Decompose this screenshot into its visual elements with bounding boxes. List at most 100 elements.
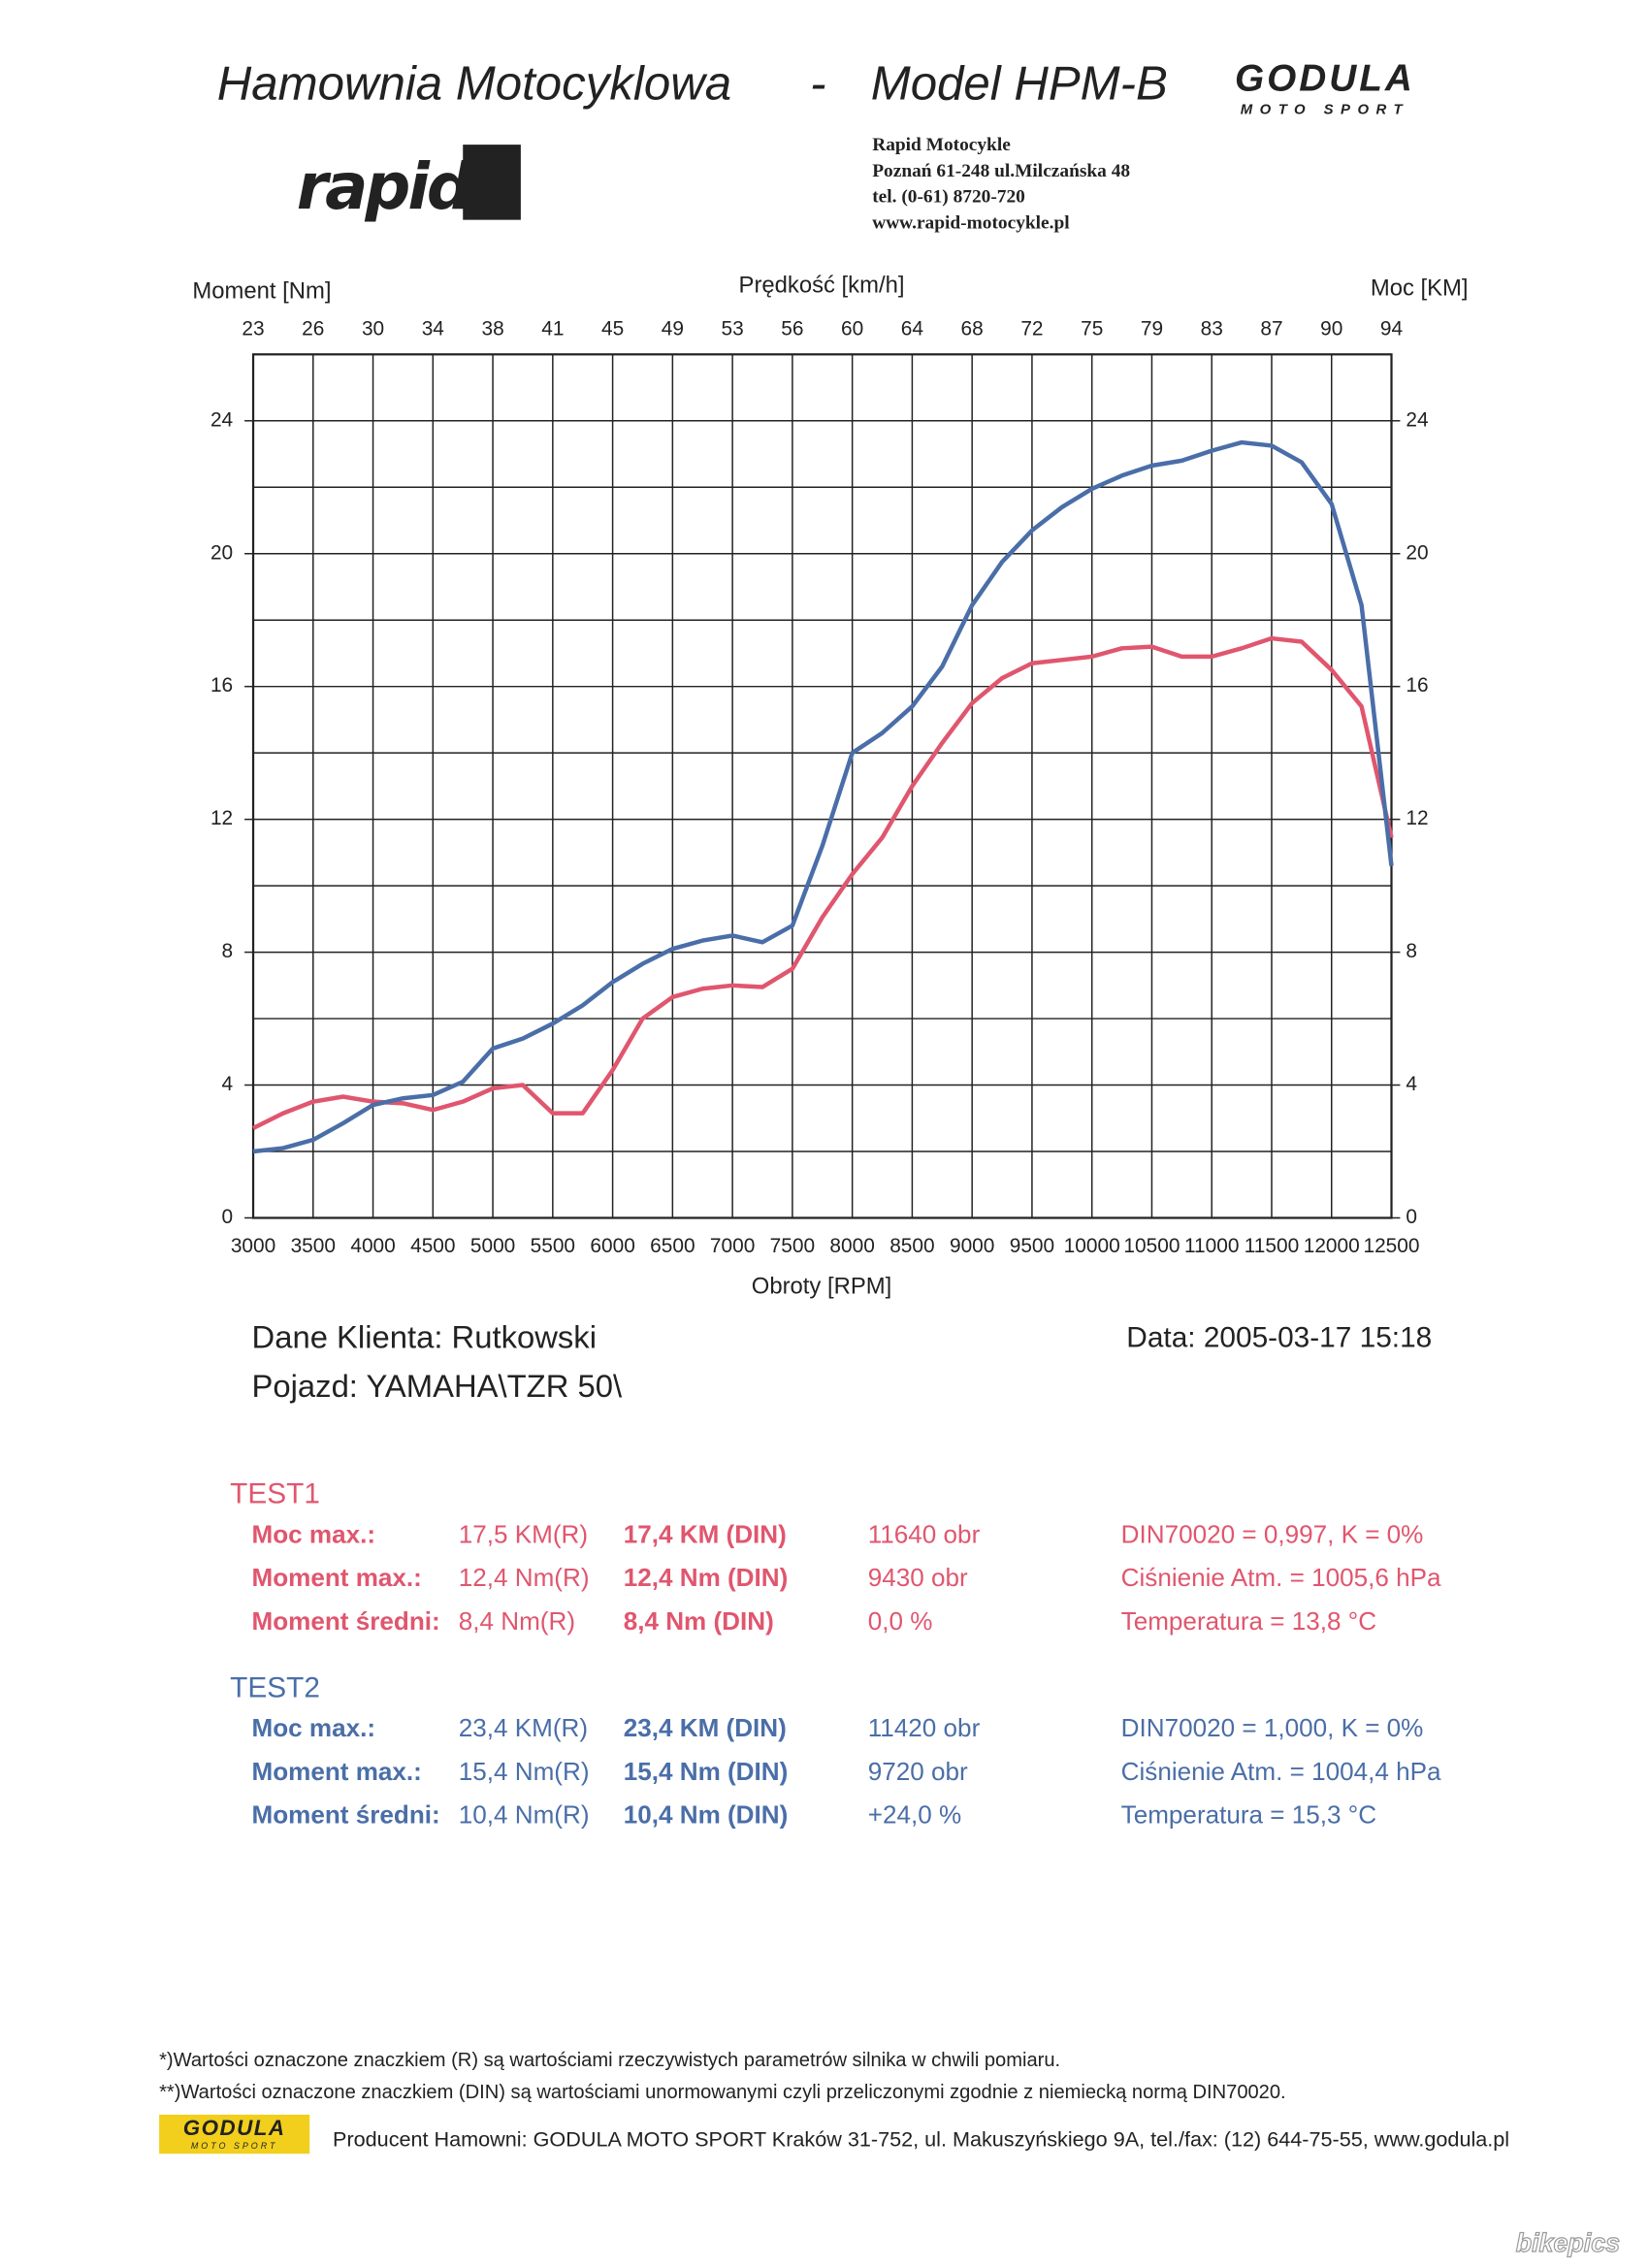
logo-box: [159, 2114, 310, 2155]
series-line: [252, 439, 1394, 1154]
top-tick-label: 34: [422, 317, 444, 340]
test-cell: 17,4 KM (DIN): [624, 1519, 787, 1548]
x-tick-label: 9500: [1010, 1235, 1054, 1257]
x-tick-label: 9000: [950, 1235, 994, 1257]
top-tick-label: 23: [242, 317, 264, 340]
client-name: Dane Klienta: Rutkowski: [252, 1318, 597, 1354]
x-tick-label: 6500: [650, 1235, 695, 1257]
y2-tick-label: 24: [1406, 408, 1428, 431]
y2-axis-title: Moc [KM]: [1371, 275, 1469, 302]
y2-tick-label: 16: [1406, 674, 1428, 697]
x-tick-label: 8000: [829, 1235, 874, 1257]
test-cell: Moment max.:: [252, 1757, 422, 1786]
top-tick-label: 79: [1141, 317, 1163, 340]
x-tick-label: 7500: [770, 1235, 815, 1257]
date: Data: 2005-03-17 15:18: [1126, 1322, 1432, 1354]
top-tick-label: 45: [601, 317, 624, 340]
test-cell: DIN70020 = 1,000, K = 0%: [1121, 1713, 1424, 1742]
top-tick-label: 30: [362, 317, 384, 340]
test-cell: DIN70020 = 0,997, K = 0%: [1121, 1519, 1424, 1548]
test-cell: 11420 obr: [868, 1713, 981, 1742]
footnote: *)Wartości oznaczone znaczkiem (R) są wa…: [159, 2050, 1060, 2071]
y-tick-label: 12: [210, 807, 233, 829]
test-cell: 10,4 Nm (DIN): [624, 1800, 789, 1830]
test-cell: 9720 obr: [868, 1757, 968, 1786]
test-title: TEST1: [230, 1478, 320, 1510]
top-tick-label: 53: [722, 317, 744, 340]
logo-moto-sport: MOTO SPORT: [1241, 102, 1409, 117]
x-tick-label: 3000: [231, 1235, 275, 1257]
x-tick-label: 4500: [410, 1235, 455, 1257]
title-dash: -: [810, 56, 825, 110]
test-cell: 10,4 Nm(R): [459, 1800, 590, 1830]
logo-godula: GODULA: [183, 2116, 286, 2140]
top-tick-label: 41: [541, 317, 564, 340]
x-tick-label: 11000: [1184, 1235, 1239, 1257]
address-line: www.rapid-motocykle.pl: [872, 213, 1070, 234]
top-tick-label: 68: [961, 317, 984, 340]
title: Model HPM-B: [871, 56, 1168, 110]
top-tick-label: 72: [1020, 317, 1043, 340]
logo-shape: [463, 145, 521, 220]
series-line: [252, 635, 1394, 1131]
top-tick-label: 94: [1380, 317, 1403, 340]
address-line: Rapid Motocykle: [872, 135, 1011, 155]
top-tick-label: 60: [841, 317, 863, 340]
top-tick-label: 75: [1081, 317, 1103, 340]
top-tick-label: 87: [1260, 317, 1282, 340]
top-axis-title: Prędkość [km/h]: [739, 273, 905, 299]
test-cell: 15,4 Nm (DIN): [624, 1757, 789, 1786]
test-cell: 23,4 KM(R): [459, 1713, 588, 1742]
test-cell: Moc max.:: [252, 1519, 376, 1548]
top-tick-label: 56: [781, 317, 803, 340]
y-tick-label: 16: [210, 674, 233, 697]
y2-tick-label: 20: [1406, 541, 1428, 564]
y2-tick-label: 4: [1406, 1073, 1417, 1095]
watermark: bikepics: [1516, 2228, 1620, 2257]
vehicle: Pojazd: YAMAHA\TZR 50\: [252, 1368, 623, 1404]
x-tick-label: 5500: [531, 1235, 575, 1257]
test-cell: 8,4 Nm(R): [459, 1606, 575, 1636]
x-tick-label: 6000: [590, 1235, 634, 1257]
test-cell: +24,0 %: [868, 1800, 961, 1830]
test-title: TEST2: [230, 1671, 320, 1703]
x-tick-label: 10500: [1123, 1235, 1180, 1257]
test-cell: Temperatura = 15,3 °C: [1121, 1800, 1376, 1830]
x-tick-label: 7000: [710, 1235, 755, 1257]
test-cell: Moment max.:: [252, 1563, 422, 1592]
test-cell: Moment średni:: [252, 1606, 440, 1636]
x-tick-label: 12500: [1363, 1235, 1419, 1257]
footnote: **)Wartości oznaczone znaczkiem (DIN) są…: [159, 2082, 1286, 2103]
logo-moto-sport: MOTO SPORT: [191, 2141, 278, 2151]
x-tick-label: 5000: [470, 1235, 515, 1257]
x-tick-label: 3500: [291, 1235, 336, 1257]
x-tick-label: 4000: [350, 1235, 395, 1257]
y-tick-label: 4: [222, 1073, 234, 1095]
test-cell: 12,4 Nm(R): [459, 1563, 590, 1592]
address-line: tel. (0-61) 8720-720: [872, 187, 1025, 208]
y2-tick-label: 12: [1406, 807, 1428, 829]
top-tick-label: 26: [302, 317, 324, 340]
test-cell: 12,4 Nm (DIN): [624, 1563, 789, 1592]
logo-godula: GODULA: [1235, 58, 1415, 100]
y2-tick-label: 8: [1406, 940, 1417, 962]
test-cell: Ciśnienie Atm. = 1004,4 hPa: [1121, 1757, 1441, 1786]
test-cell: 8,4 Nm (DIN): [624, 1606, 774, 1636]
logo-rapid: rapid: [297, 150, 473, 224]
test-cell: 0,0 %: [868, 1606, 933, 1636]
top-tick-label: 49: [662, 317, 684, 340]
top-tick-label: 38: [481, 317, 503, 340]
y-tick-label: 20: [210, 541, 233, 564]
plot-frame: [251, 353, 1393, 1219]
top-tick-label: 90: [1320, 317, 1342, 340]
x-axis-title: Obroty [RPM]: [752, 1273, 891, 1299]
title: Hamownia Motocyklowa: [217, 56, 731, 110]
test-cell: 9430 obr: [868, 1563, 968, 1592]
address-line: Poznań 61-248 ul.Milczańska 48: [872, 161, 1130, 181]
test-cell: Moment średni:: [252, 1800, 440, 1830]
y-tick-label: 0: [222, 1206, 234, 1228]
test-cell: 23,4 KM (DIN): [624, 1713, 787, 1742]
x-tick-label: 12000: [1304, 1235, 1360, 1257]
